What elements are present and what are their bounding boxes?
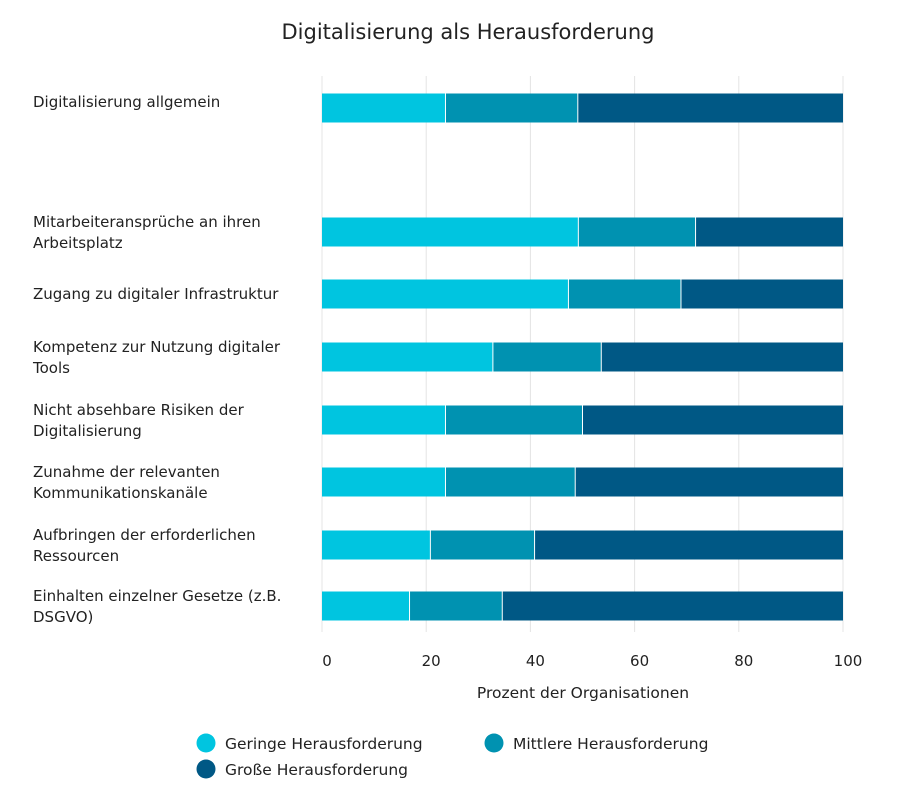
category-labels: Digitalisierung allgemein Mitarbeiteransp…	[32, 93, 281, 626]
x-axis-title: Prozent der Organisationen	[477, 684, 689, 702]
bar-segment	[445, 467, 576, 497]
legend-marker	[484, 733, 504, 753]
bar-segment	[322, 530, 431, 560]
legend-marker	[196, 759, 216, 779]
category-label: Digitalisierung allgemein	[33, 93, 220, 111]
category-label: Aufbringen der erforderlichen Ressourcen	[33, 526, 256, 565]
category-label: Nicht absehbare Risiken der Digitalisieru…	[33, 401, 245, 440]
legend: Geringe Herausforderung Mittlere Herausfo…	[196, 733, 708, 779]
legend-marker	[196, 733, 216, 753]
bar-segment	[502, 591, 843, 621]
bar-segment	[695, 217, 843, 247]
bar-segment	[322, 467, 446, 497]
bar-segment	[568, 279, 681, 309]
category-label: Zunahme der relevanten Kommunikationskanä…	[33, 463, 220, 502]
category-label: Zugang zu digitaler Infrastruktur	[33, 285, 279, 303]
chart-title: Digitalisierung als Herausforderung	[281, 20, 654, 44]
legend-label: Mittlere Herausforderung	[513, 735, 708, 753]
bar-segment	[445, 93, 578, 123]
legend-label: Geringe Herausforderung	[225, 735, 423, 753]
bar-segment	[445, 405, 583, 435]
x-tick-label: 0	[322, 652, 332, 670]
legend-label: Große Herausforderung	[225, 761, 408, 779]
bar-segment	[322, 217, 579, 247]
x-axis-ticks: 0 20 40 60 80 100	[322, 652, 862, 670]
bars	[322, 93, 843, 621]
x-tick-label: 100	[834, 652, 863, 670]
x-tick-label: 40	[526, 652, 545, 670]
category-label: Einhalten einzelner Gesetze (z.B. DSGVO)	[33, 587, 281, 626]
bar-segment	[492, 342, 602, 372]
bar-segment	[534, 530, 843, 560]
category-label: Mitarbeiteransprüche an ihren Arbeitsplat…	[33, 213, 261, 252]
bar-segment	[322, 405, 446, 435]
category-label: Kompetenz zur Nutzung digitaler Tools	[32, 338, 281, 377]
bar-segment	[601, 342, 843, 372]
bar-segment	[582, 405, 843, 435]
x-tick-label: 60	[630, 652, 649, 670]
bar-segment	[578, 217, 696, 247]
bar-segment	[322, 342, 493, 372]
bar-segment	[577, 93, 843, 123]
x-tick-label: 20	[422, 652, 441, 670]
x-tick-label: 80	[734, 652, 753, 670]
bar-segment	[322, 591, 410, 621]
bar-segment	[430, 530, 535, 560]
bar-segment	[680, 279, 843, 309]
bar-segment	[322, 93, 446, 123]
bar-segment	[322, 279, 569, 309]
bar-segment	[575, 467, 843, 497]
bar-segment	[409, 591, 503, 621]
